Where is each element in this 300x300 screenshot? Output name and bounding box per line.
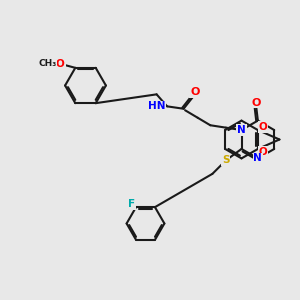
Text: O: O	[252, 98, 261, 108]
Text: HN: HN	[148, 101, 165, 111]
Text: N: N	[237, 125, 246, 135]
Text: N: N	[254, 153, 262, 164]
Text: O: O	[259, 147, 268, 157]
Text: S: S	[222, 155, 230, 165]
Text: O: O	[190, 87, 200, 97]
Text: CH₃: CH₃	[38, 59, 56, 68]
Text: O: O	[259, 122, 268, 132]
Text: O: O	[56, 59, 65, 69]
Text: F: F	[128, 199, 135, 209]
